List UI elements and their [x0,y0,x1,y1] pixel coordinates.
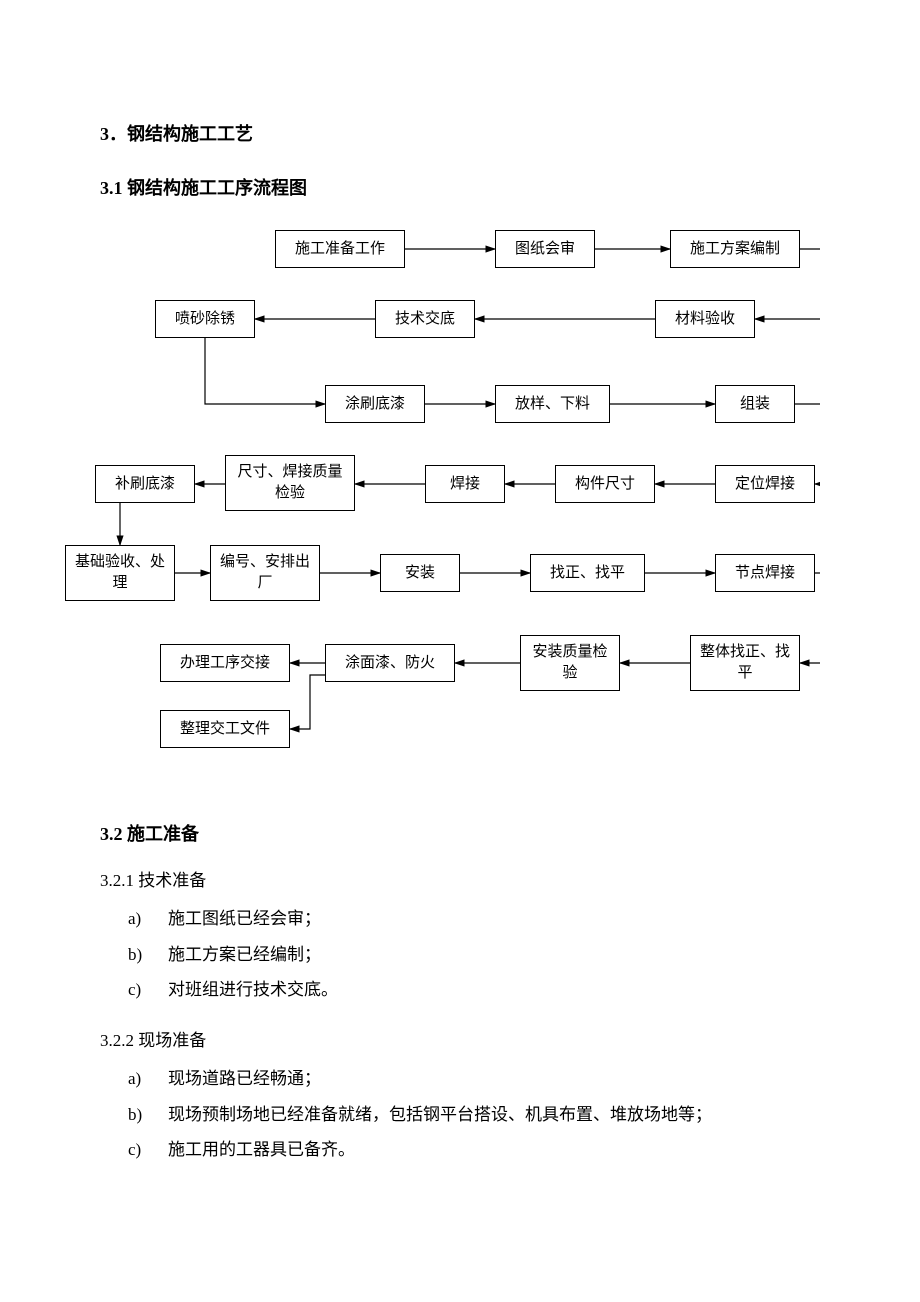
flowchart-node: 涂面漆、防火 [325,644,455,682]
flowchart-node: 涂刷底漆 [325,385,425,423]
list-marker: a) [128,1061,168,1097]
tech-prep-list: a) 施工图纸已经会审； b) 施工方案已经编制； c) 对班组进行技术交底。 [128,901,820,1008]
list-marker: a) [128,901,168,937]
flowchart-node: 构件尺寸 [555,465,655,503]
list-item: c) 对班组进行技术交底。 [128,972,820,1008]
flowchart-node: 组装 [715,385,795,423]
flowchart-node: 放样、下料 [495,385,610,423]
document-page: 3．钢结构施工工艺 3.1 钢结构施工工序流程图 施工准备工作 图纸会审 施工方案编… [0,0,920,1228]
list-text: 现场道路已经畅通； [168,1061,321,1097]
flowchart-node: 施工方案编制 [670,230,800,268]
list-text: 施工图纸已经会审； [168,901,321,937]
heading-3: 3．钢结构施工工艺 [100,120,820,146]
flowchart-node: 办理工序交接 [160,644,290,682]
flowchart-node: 尺寸、焊接质量检验 [225,455,355,511]
flowchart-node: 找正、找平 [530,554,645,592]
list-text: 对班组进行技术交底。 [168,972,338,1008]
flowchart-edge [205,338,325,404]
list-marker: b) [128,1097,168,1133]
list-marker: b) [128,937,168,973]
flowchart-node: 安装 [380,554,460,592]
flowchart-node: 整理交工文件 [160,710,290,748]
list-item: a) 现场道路已经畅通； [128,1061,820,1097]
list-item: a) 施工图纸已经会审； [128,901,820,937]
list-text: 现场预制场地已经准备就绪，包括钢平台搭设、机具布置、堆放场地等； [168,1097,712,1133]
flowchart-node: 施工准备工作 [275,230,405,268]
list-text: 施工方案已经编制； [168,937,321,973]
flowchart-node: 补刷底漆 [95,465,195,503]
flowchart-node: 定位焊接 [715,465,815,503]
list-text: 施工用的工器具已备齐。 [168,1132,355,1168]
flowchart-node: 材料验收 [655,300,755,338]
site-prep-list: a) 现场道路已经畅通； b) 现场预制场地已经准备就绪，包括钢平台搭设、机具布… [128,1061,820,1168]
list-marker: c) [128,1132,168,1168]
flowchart-node: 节点焊接 [715,554,815,592]
heading-3-2-2: 3.2.2 现场准备 [100,1026,820,1051]
flowchart-node: 安装质量检验 [520,635,620,691]
heading-3-2-1: 3.2.1 技术准备 [100,866,820,891]
heading-3-2: 3.2 施工准备 [100,820,820,846]
flowchart-node: 焊接 [425,465,505,503]
list-item: b) 施工方案已经编制； [128,937,820,973]
list-item: b) 现场预制场地已经准备就绪，包括钢平台搭设、机具布置、堆放场地等； [128,1097,820,1133]
flowchart-node: 整体找正、找平 [690,635,800,691]
list-marker: c) [128,972,168,1008]
flowchart-node: 图纸会审 [495,230,595,268]
list-item: c) 施工用的工器具已备齐。 [128,1132,820,1168]
flowchart-edge [290,675,325,729]
flowchart-node: 技术交底 [375,300,475,338]
flowchart-node: 喷砂除锈 [155,300,255,338]
flowchart-container: 施工准备工作 图纸会审 施工方案编制材料验收 技术交底 喷砂除锈涂刷底漆 放样、下料 组装定… [100,220,820,800]
flowchart-node: 编号、安排出厂 [210,545,320,601]
heading-3-1: 3.1 钢结构施工工序流程图 [100,174,820,200]
flowchart-node: 基础验收、处理 [65,545,175,601]
